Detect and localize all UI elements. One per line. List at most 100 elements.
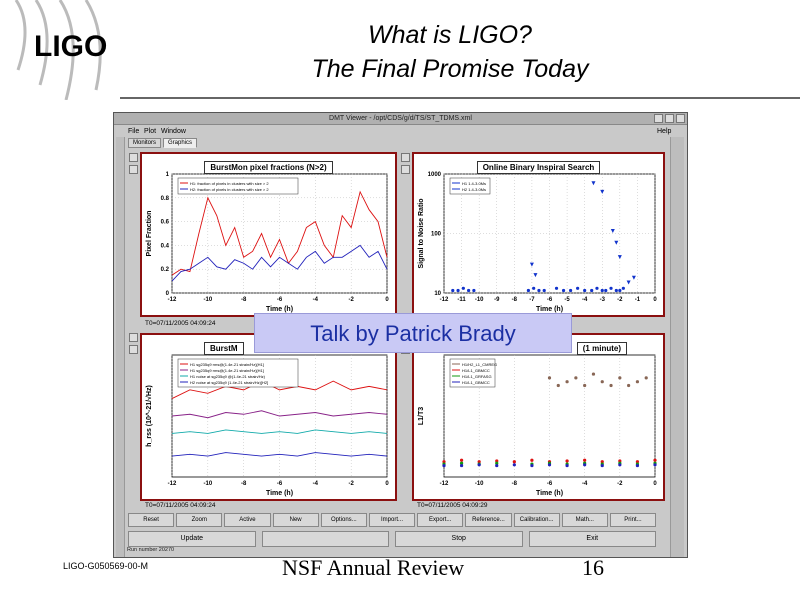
new-button[interactable]: New (272, 513, 319, 527)
plot-panel-burstmon[interactable]: -12 -10 -8 -6 -4 -2 0 0 0.2 0.4 0.6 0.8 1 H1: fractio… (140, 152, 397, 317)
title-line-2: The Final Promise Today (311, 55, 589, 83)
data-point (583, 463, 587, 467)
y-axis-label: Signal to Noise Ratio (418, 198, 425, 268)
callout-talk-by: Talk by Patrick Brady (254, 313, 572, 353)
update-button[interactable]: Update (128, 531, 256, 547)
y-axis-label: h_rss (10^-21/√Hz) (145, 385, 153, 447)
tab-graphics[interactable]: Graphics (163, 138, 198, 148)
panel-tl-next-button[interactable] (129, 165, 138, 174)
x-axis-label: Time (h) (266, 306, 293, 313)
title-line-1: What is LIGO? (368, 21, 532, 49)
x-axis-label: Time (h) (536, 490, 563, 497)
panel-bl-prev-button[interactable] (129, 333, 138, 342)
x-tick-label: -8 (241, 297, 247, 303)
control-button-bar: Update Stop Exit (128, 531, 656, 547)
active-button[interactable]: Active (224, 513, 271, 527)
panel-bl-next-button[interactable] (129, 345, 138, 354)
data-point (472, 288, 476, 293)
data-point (561, 288, 566, 293)
x-tick-label: -2 (617, 481, 623, 487)
print-button[interactable]: Print... (609, 513, 657, 527)
minimize-icon[interactable] (654, 114, 663, 123)
data-point (600, 189, 605, 194)
plot-panel-ratio[interactable]: -12 -10 -8 -6 -4 -2 0 H1/H2_L1_CMREG H1/L1_GBMCC… (412, 333, 665, 501)
panel-tl-prev-button[interactable] (129, 153, 138, 162)
y-tick-label: 0.8 (161, 196, 170, 202)
plot-panel-burst-hrss[interactable]: -12 -10 -8 -6 -4 -2 0 H1 sg235q9 rms@(1.4e-21 s… (140, 333, 397, 501)
left-scroll-strip[interactable] (116, 137, 125, 557)
menu-file[interactable]: File (128, 128, 140, 135)
data-point (477, 460, 481, 464)
data-point (495, 459, 499, 463)
x-tick-label: -12 (440, 297, 449, 303)
calibration-button[interactable]: Calibration... (513, 513, 560, 527)
tab-bar: Monitors Graphics (128, 138, 198, 148)
data-point (530, 463, 534, 468)
legend-entry: H1 noise at sg235q9 @(1.4e-21 strain/Hz) (190, 374, 266, 379)
export-button[interactable]: Export... (417, 513, 464, 527)
x-tick-label: -8 (241, 481, 247, 487)
window-title[interactable]: DMT Viewer - /opt/CDS/g/d/TS/ST_TDMS.xml (114, 113, 687, 125)
legend-box (449, 177, 491, 195)
reference-button[interactable]: Reference... (465, 513, 512, 527)
x-tick-label: -7 (529, 297, 535, 303)
right-scroll-strip[interactable] (670, 137, 684, 557)
plot-panel-inspiral[interactable]: -12 -11 -10 -9 -8 -7 -6 -5 -4 -3 -2 -1 0 10 100 1000 H1 … (412, 152, 665, 317)
data-point (635, 463, 640, 468)
data-point (610, 229, 615, 234)
import-button[interactable]: Import... (368, 513, 416, 527)
legend-box (177, 177, 299, 195)
page-number: 16 (582, 555, 604, 580)
x-tick-label: -12 (440, 481, 449, 487)
data-point (576, 286, 580, 290)
close-icon[interactable] (676, 114, 685, 123)
legend-entry: H2 noise at sg235q9 (1.4e-21 strain/Hz)[… (190, 380, 268, 385)
data-point (653, 463, 657, 467)
data-point (556, 383, 560, 388)
legend-entry: H1 sg235q9 rms@(1.4e-21 strain/Hz)[H1] (190, 362, 264, 367)
x-tick-label: 0 (653, 297, 657, 303)
x-tick-label: -10 (203, 297, 212, 303)
logo-text: LIGO (34, 30, 107, 63)
data-point (583, 383, 587, 388)
menu-window[interactable]: Window (161, 128, 186, 135)
panel-tr-next-button[interactable] (401, 165, 410, 174)
maximize-icon[interactable] (665, 114, 674, 123)
data-point (627, 383, 631, 388)
data-point (631, 275, 636, 280)
panel-tr-prev-button[interactable] (401, 153, 410, 162)
data-point (565, 463, 569, 468)
data-point (604, 288, 608, 293)
menu-plot[interactable]: Plot (144, 128, 157, 135)
ligo-logo: LIGO (14, 0, 107, 100)
data-point (618, 463, 622, 467)
legend-entry: H1/L1_GRFASG (462, 374, 492, 379)
x-tick-label: -6 (547, 481, 553, 487)
data-point (495, 461, 499, 465)
data-point (600, 463, 604, 468)
data-point (461, 286, 465, 290)
data-point (583, 458, 587, 462)
status-bl: T0=07/11/2005 04:09:24 (145, 502, 216, 509)
exit-button[interactable]: Exit (528, 531, 656, 547)
data-point (451, 288, 455, 293)
reset-button[interactable]: Reset (128, 513, 175, 527)
x-tick-label: -2 (617, 297, 623, 303)
x-tick-label: -3 (600, 297, 606, 303)
options-button[interactable]: Options... (320, 513, 367, 527)
tab-monitors[interactable]: Monitors (128, 138, 162, 148)
y-tick-label: 0.6 (161, 220, 170, 226)
math-button[interactable]: Math... (561, 513, 608, 527)
x-tick-label: -6 (277, 481, 283, 487)
legend-entry: H1/H2_L1_CMREG (462, 362, 497, 367)
slide-title: What is LIGO? The Final Promise Today (230, 18, 670, 86)
legend-box (177, 358, 299, 388)
chart-title: BurstM (204, 342, 244, 355)
disabled-button[interactable] (261, 531, 389, 547)
menu-help[interactable]: Help (657, 128, 672, 135)
y-tick-label: 0 (166, 291, 170, 297)
x-tick-label: -4 (582, 481, 588, 487)
zoom-button[interactable]: Zoom (176, 513, 223, 527)
stop-button[interactable]: Stop (395, 531, 523, 547)
